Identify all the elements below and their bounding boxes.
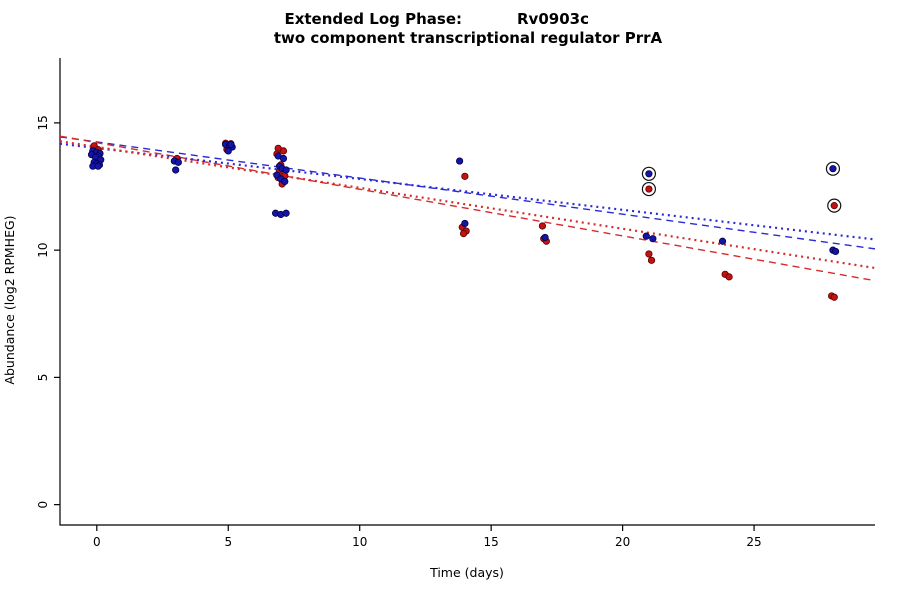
data-point-red [461,172,469,180]
data-point-blue [172,166,180,174]
x-tick-label: 0 [93,535,101,549]
data-point-red [459,230,468,238]
outlier-point-blue [829,165,837,173]
outlier-ring [827,198,842,213]
outlier-rings [641,161,842,213]
data-point-blue [649,235,657,243]
chart-title-prefix: Extended Log Phase: [284,10,462,28]
x-axis-label: Time (days) [429,565,504,580]
outlier-point-blue [645,170,653,178]
axis-lines [59,58,875,526]
scatter-points [87,139,840,301]
y-tick-label: 0 [36,501,50,509]
data-point-blue [461,219,469,228]
data-point-blue [718,237,727,245]
x-tick-label: 10 [352,535,367,549]
data-point-blue [541,233,549,242]
data-point-red [830,293,838,301]
red-dotted-fit [59,140,876,270]
x-tick-label: 15 [484,535,499,549]
x-tick-label: 5 [224,535,232,549]
y-tick-label: 10 [36,243,50,258]
data-point-blue [227,140,235,149]
red-dashed-fit [59,135,876,282]
data-point-blue [642,232,650,240]
outlier-point-red [830,202,838,210]
data-point-red [538,222,547,230]
data-point-red [725,273,733,281]
data-point-blue [279,154,288,163]
data-point-red [279,147,288,155]
chart-subtitle: two component transcriptional regulator … [274,29,663,47]
data-point-blue [282,166,290,174]
data-point-blue [282,209,290,217]
chart-title-gene: Rv0903c [517,10,589,28]
outlier-ring [825,161,841,176]
x-tick-label: 20 [615,535,630,549]
outlier-ring [641,181,657,197]
y-tick-label: 15 [36,115,50,130]
data-point-blue [174,158,182,166]
data-point-blue [94,162,102,170]
blue-dashed-fit [59,136,876,250]
data-point-red [645,250,653,258]
y-tick-label: 5 [36,374,50,382]
data-point-red [647,256,656,264]
data-point-blue [224,147,232,155]
data-point-blue [456,157,464,165]
outlier-point-red [645,185,653,193]
trend-lines [59,135,876,282]
x-tick-label: 25 [746,535,761,549]
y-axis-label: Abundance (log2 RPMHEG) [2,215,17,384]
data-point-blue [281,177,289,186]
outlier-ring [641,166,657,181]
data-point-blue [831,247,840,256]
axes: 0 5 10 15 20 25 0 5 10 15 [36,58,875,549]
